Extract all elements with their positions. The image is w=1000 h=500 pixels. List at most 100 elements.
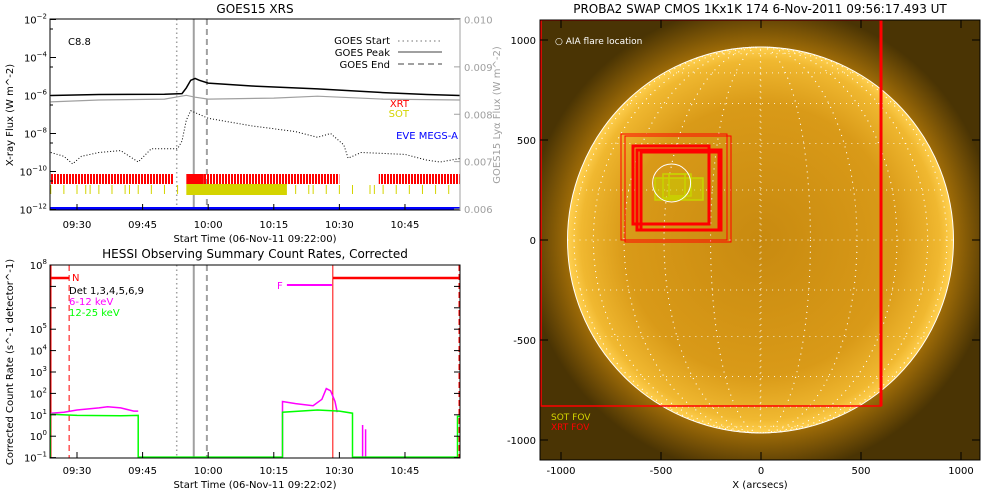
xrt-fov-box (639, 150, 721, 232)
y-right-tick-label: 0.008 (464, 110, 493, 121)
xrt-coverage-bar (186, 174, 204, 184)
x-tick-label: 500 (851, 466, 870, 477)
y-tick-label: -500 (513, 336, 536, 347)
y-tick-label: 10−12 (19, 203, 47, 217)
hessi-title: HESSI Observing Summary Count Rates, Cor… (102, 247, 408, 261)
y-tick-exponent: 1 (43, 408, 47, 416)
y-right-tick-label: 0.010 (464, 16, 493, 27)
x-tick-label: 09:30 (63, 220, 92, 231)
y-right-tick-label: 0.007 (464, 158, 493, 169)
aia-flare-circle (652, 163, 692, 203)
goes-legend: GOES Start GOES Peak GOES End (334, 36, 442, 71)
flare-class-label: C8.8 (68, 37, 91, 48)
goes-ylabel-right: GOES15 Lyα Flux (W m^-2) (492, 46, 503, 184)
goes-xlabel: Start Time (06-Nov-11 09:22:00) (173, 234, 336, 245)
x-tick-label: 10:15 (259, 466, 288, 477)
y-tick-exponent: −4 (37, 51, 48, 59)
legend-12-25kev: 12-25 keV (69, 308, 120, 319)
flag-f-label: F (277, 281, 283, 292)
longitude-line (759, 46, 762, 434)
eve-coverage-bar (50, 207, 460, 210)
eve-label: EVE MEGS-A (396, 131, 458, 142)
legend-goes-end: GOES End (340, 60, 390, 71)
y-tick-label: 10−2 (24, 13, 47, 27)
y-tick-exponent: 5 (43, 322, 47, 330)
x-tick-label: 09:45 (128, 220, 157, 231)
hessi-6-12kev-series (50, 406, 139, 414)
y-tick-label: 103 (30, 365, 47, 379)
x-tick-label: 10:45 (391, 466, 420, 477)
y-tick-label: 102 (30, 386, 47, 400)
y-tick-exponent: 4 (43, 344, 48, 352)
y-tick-label: -1000 (507, 436, 536, 447)
longitude-line (710, 46, 811, 434)
image-axis-ticks: -1000 -500 0 500 1000 1000 500 0 -500 -1000 (507, 20, 980, 477)
longitude-line (663, 46, 858, 434)
aia-annotation: ○ AIA flare location (555, 37, 642, 47)
y-tick-label: 500 (517, 136, 536, 147)
x-tick-label: 10:00 (194, 466, 223, 477)
y-tick-label: 101 (30, 408, 47, 422)
y-tick-exponent: −1 (37, 451, 47, 459)
longitude-line (573, 46, 948, 434)
y-tick-exponent: 2 (43, 386, 47, 394)
hessi-ylabel: Corrected Count Rate (s^-1 detector^-1) (5, 259, 16, 465)
y-right-tick-label: 0.009 (464, 63, 493, 74)
y-tick-label: 104 (30, 344, 48, 358)
goes-short-series (50, 110, 460, 165)
y-tick-label: 0 (530, 236, 536, 247)
legend-6-12kev: 6-12 keV (69, 297, 113, 308)
x-tick-label: 10:30 (325, 220, 354, 231)
y-tick-exponent: −2 (37, 13, 47, 21)
sot-fov-box (668, 173, 692, 197)
xrt-fov-box (631, 144, 711, 226)
x-tick-label: -1000 (546, 466, 575, 477)
swap-image-panel: PROBA2 SWAP CMOS 1Kx1K 174 6-Nov-2011 09… (507, 2, 981, 491)
hessi-panel: HESSI Observing Summary Count Rates, Cor… (5, 247, 461, 491)
xrt-coverage-bar (203, 174, 340, 184)
sot-label: SOT (389, 109, 410, 120)
y-tick-label: 10−1 (24, 451, 47, 465)
xrt-coverage-bar (50, 174, 174, 184)
legend-det: Det 1,3,4,5,6,9 (69, 286, 144, 297)
y-tick-label: 10−6 (24, 89, 48, 103)
y-tick-exponent: −6 (37, 89, 48, 97)
xrt-coverage-bar (378, 174, 460, 184)
swap-title: PROBA2 SWAP CMOS 1Kx1K 174 6-Nov-2011 09… (573, 2, 947, 16)
sot-coverage-block (186, 184, 287, 195)
x-tick-label: 10:00 (194, 220, 223, 231)
heliographic-grid (567, 46, 954, 434)
y-tick-exponent: −10 (32, 165, 47, 173)
y-tick-exponent: 0 (43, 429, 47, 437)
hessi-12-25kev-series (50, 409, 460, 458)
x-tick-label: 10:30 (325, 466, 354, 477)
y-tick-label: 108 (30, 258, 47, 272)
xrt-label: XRT (390, 99, 410, 110)
goes-long-series (50, 77, 460, 97)
legend-goes-start: GOES Start (334, 36, 390, 47)
x-tick-label: 0 (758, 466, 764, 477)
y-tick-exponent: 8 (43, 258, 47, 266)
y-tick-label: 10−4 (24, 51, 48, 65)
y-tick-label: 105 (30, 322, 47, 336)
hessi-xlabel: Start Time (06-Nov-11 09:22:02) (173, 480, 336, 491)
x-tick-label: 10:15 (259, 220, 288, 231)
lyman-alpha-series (50, 94, 460, 103)
solar-limb (567, 46, 954, 434)
sot-fov-label: SOT FOV (551, 413, 591, 423)
goes-plot-area (50, 19, 460, 210)
x-tick-label: 10:45 (391, 220, 420, 231)
x-tick-label: 1000 (948, 466, 973, 477)
goes-xrs-panel: GOES15 XRS 10−2 10−4 10−6 10−8 10−10 10−12 0.0… (5, 2, 503, 245)
x-tick-label: 09:30 (63, 466, 92, 477)
xrt-fov-box (624, 135, 732, 243)
fov-boxes (540, 20, 883, 407)
y-tick-exponent: −8 (37, 127, 47, 135)
x-tick-label: 09:45 (128, 466, 157, 477)
y-tick-exponent: −12 (32, 203, 47, 211)
xrt-fov-box (620, 133, 728, 241)
x-tick-label: -500 (650, 466, 673, 477)
hessi-axes-frame (49, 264, 461, 459)
y-tick-exponent: 3 (43, 365, 47, 373)
